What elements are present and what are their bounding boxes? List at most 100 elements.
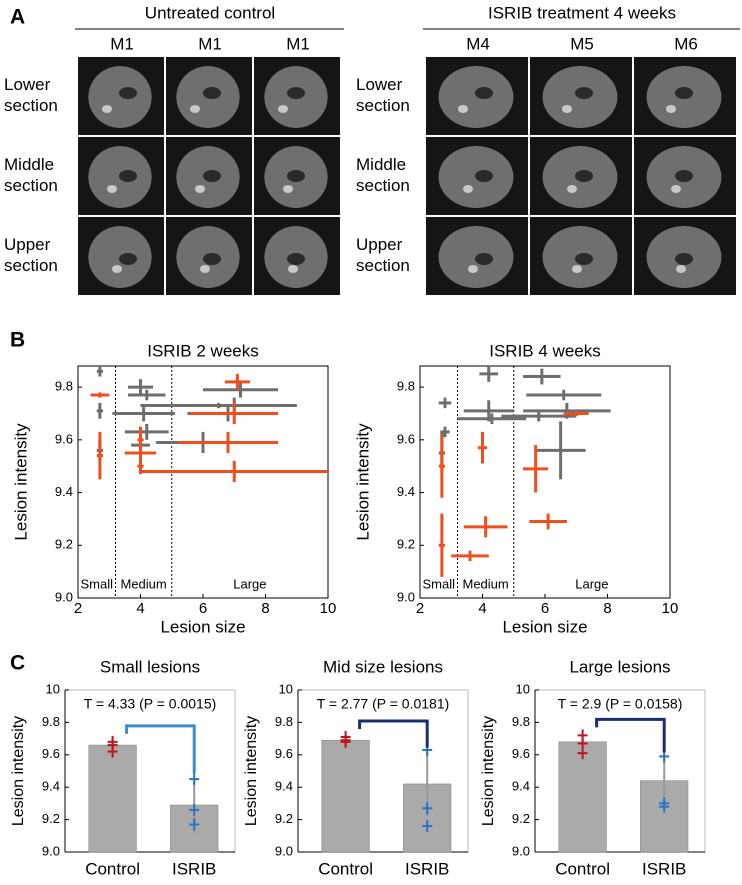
- ct-image-detail: [287, 253, 305, 265]
- ct-image-tissue: [438, 66, 514, 128]
- ct-image-detail: [675, 170, 693, 182]
- y-axis-label: Lesion intensity: [10, 716, 27, 826]
- stat-annotation: T = 4.33 (P = 0.0015): [84, 696, 217, 712]
- x-tick-label: 2: [416, 600, 424, 617]
- y-tick-label: 9.4: [55, 484, 73, 499]
- data-point: [189, 773, 200, 786]
- data-point: [107, 745, 118, 758]
- row-label: Upper section: [356, 235, 410, 275]
- y-tick-label: 9.8: [55, 379, 73, 394]
- ct-image-detail: [203, 170, 221, 182]
- ct-image-detail: [468, 265, 478, 273]
- ct-image-detail: [675, 253, 693, 265]
- y-tick-label: 9.8: [512, 714, 530, 729]
- row-label: Lower section: [356, 75, 410, 115]
- x-axis-label: Lesion size: [502, 617, 587, 636]
- ct-image-detail: [203, 253, 221, 265]
- y-tick-label: 9.0: [397, 589, 415, 604]
- y-tick-label: 9.6: [42, 746, 60, 761]
- region-label: Large: [575, 576, 608, 591]
- y-axis-label: Lesion intensity: [480, 716, 497, 826]
- ct-image-detail: [119, 253, 137, 265]
- y-tick-label: 9.6: [55, 431, 73, 446]
- ct-image-detail: [112, 265, 122, 273]
- x-tick-label: Control: [555, 859, 610, 878]
- ct-image-detail: [200, 265, 210, 273]
- region-label: Medium: [121, 576, 167, 591]
- ct-image-detail: [458, 105, 468, 113]
- data-point: [659, 800, 670, 813]
- y-tick-label: 9.4: [275, 779, 293, 794]
- ct-image-detail: [575, 170, 593, 182]
- x-tick-label: Control: [318, 859, 373, 878]
- ct-image-detail: [676, 265, 686, 273]
- y-tick-label: 9.2: [512, 811, 530, 826]
- x-tick-label: 4: [136, 600, 144, 617]
- ct-image-detail: [190, 105, 200, 113]
- y-tick-label: 9.8: [275, 714, 293, 729]
- column-label: M1: [286, 34, 310, 53]
- y-tick-label: 9.0: [512, 843, 530, 858]
- y-tick-label: 9.8: [397, 379, 415, 394]
- y-tick-label: 9.6: [397, 431, 415, 446]
- ct-image-detail: [278, 105, 288, 113]
- region-label: Medium: [463, 576, 509, 591]
- stat-annotation: T = 2.77 (P = 0.0181): [317, 696, 450, 712]
- ct-image-detail: [671, 185, 681, 193]
- ct-image-detail: [119, 87, 137, 99]
- x-tick-label: ISRIB: [642, 859, 686, 878]
- data-point: [189, 818, 200, 831]
- y-tick-label: 9.4: [42, 779, 60, 794]
- ct-image-detail: [288, 265, 298, 273]
- region-label: Small: [422, 576, 455, 591]
- y-tick-label: 9.0: [55, 589, 73, 604]
- ct-image-detail: [102, 105, 112, 113]
- row-label: Lower section: [4, 75, 58, 115]
- ct-image-detail: [567, 185, 577, 193]
- group-title: Untreated control: [145, 3, 275, 22]
- x-tick-label: 2: [74, 600, 82, 617]
- x-tick-label: 8: [603, 600, 611, 617]
- ct-image-tissue: [88, 66, 152, 128]
- ct-image-detail: [287, 170, 305, 182]
- ct-image-detail: [203, 87, 221, 99]
- ct-image-detail: [283, 185, 293, 193]
- data-point: [340, 735, 351, 748]
- data-point: [422, 820, 433, 833]
- y-tick-label: 9.0: [42, 843, 60, 858]
- data-point: [577, 747, 588, 760]
- y-tick-label: 9.8: [42, 714, 60, 729]
- y-tick-label: 9.2: [397, 537, 415, 552]
- ct-image-detail: [475, 87, 493, 99]
- ct-image-detail: [575, 253, 593, 265]
- data-point: [189, 803, 200, 816]
- bar: [88, 744, 137, 853]
- row-label: Middle section: [4, 155, 58, 195]
- ct-image-detail: [575, 87, 593, 99]
- x-tick-label: ISRIB: [405, 859, 449, 878]
- chart-title: Large lesions: [569, 657, 670, 676]
- chart-title: Mid size lesions: [323, 657, 443, 676]
- panel-label: A: [10, 6, 25, 29]
- x-tick-label: 10: [320, 600, 337, 617]
- chart-title: ISRIB 2 weeks: [147, 341, 259, 360]
- x-tick-label: 6: [199, 600, 207, 617]
- bar: [558, 741, 607, 853]
- x-tick-label: 8: [261, 600, 269, 617]
- ct-image-detail: [572, 265, 582, 273]
- column-label: M4: [466, 34, 490, 53]
- y-tick-label: 9.2: [275, 811, 293, 826]
- x-tick-label: 6: [541, 600, 549, 617]
- panel-label: B: [10, 329, 25, 352]
- ct-image-detail: [475, 253, 493, 265]
- y-tick-label: 9.2: [55, 537, 73, 552]
- ct-image-detail: [195, 185, 205, 193]
- significance-bracket: [358, 719, 429, 748]
- y-tick-label: 10: [46, 681, 60, 696]
- row-label: Middle section: [356, 155, 410, 195]
- column-label: M5: [570, 34, 594, 53]
- y-axis-label: Lesion intensity: [243, 716, 260, 826]
- x-tick-label: Control: [85, 859, 140, 878]
- y-axis-label: Lesion intensity: [353, 423, 372, 541]
